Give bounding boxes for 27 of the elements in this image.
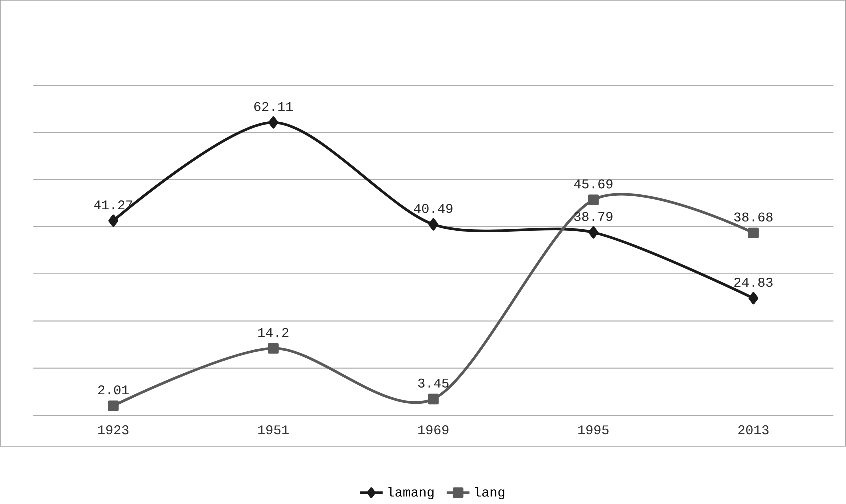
point xyxy=(108,400,119,412)
data-label: 41.27 xyxy=(94,200,133,210)
x-tick-label: 1951 xyxy=(258,425,289,435)
x-tick-label: 1995 xyxy=(578,425,609,435)
data-label: 62.11 xyxy=(254,102,293,112)
data-label: 3.45 xyxy=(418,378,449,388)
data-label: 40.49 xyxy=(414,204,453,214)
legend-label: lamang xyxy=(388,487,434,500)
data-label: 2.01 xyxy=(98,386,129,395)
data-label: 38.68 xyxy=(734,212,773,222)
legend-label: lang xyxy=(475,487,505,500)
point xyxy=(428,218,439,231)
point xyxy=(588,194,599,206)
point xyxy=(748,228,759,238)
data-label: 45.69 xyxy=(574,180,613,189)
point xyxy=(748,292,759,305)
x-tick-label: 2013 xyxy=(738,425,769,435)
data-label: 38.79 xyxy=(574,212,613,222)
point xyxy=(588,226,599,239)
point xyxy=(268,343,279,354)
x-tick-label: 1923 xyxy=(98,425,129,435)
x-tick-label: 1969 xyxy=(418,425,449,435)
point xyxy=(268,116,279,129)
data-label: 24.83 xyxy=(734,278,773,288)
data-label: 14.2 xyxy=(258,328,289,338)
point xyxy=(108,214,118,228)
point xyxy=(428,394,439,405)
